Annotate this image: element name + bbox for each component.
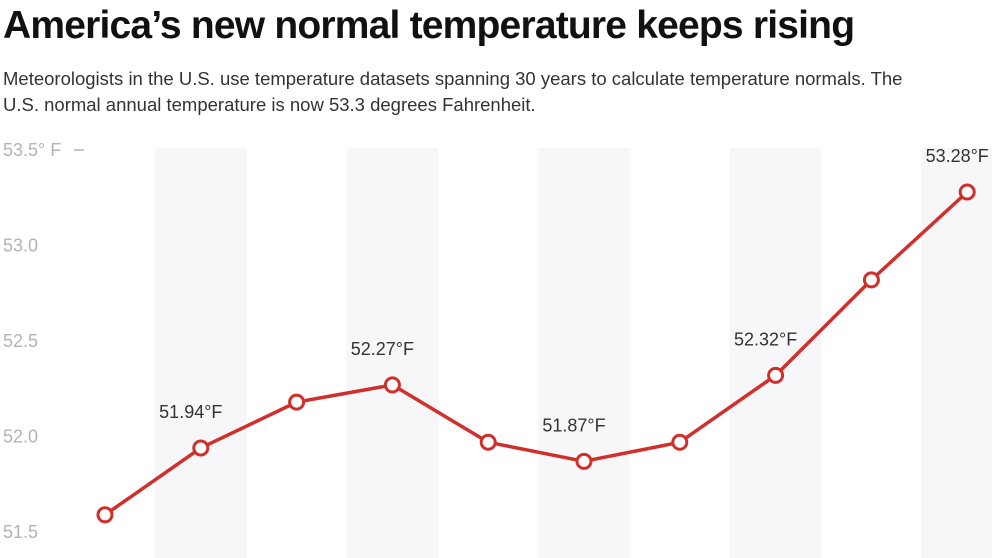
y-axis: 53.5° F 53.0 52.5 52.0 51.5 (3, 140, 84, 542)
data-label: 52.32°F (734, 329, 797, 349)
data-label: 52.27°F (351, 339, 414, 359)
data-points (96, 183, 976, 524)
series-line (103, 190, 969, 517)
chart-title: America’s new normal temperature keeps r… (3, 4, 855, 47)
data-point (288, 393, 306, 411)
data-label: 51.94°F (159, 402, 222, 422)
data-label: 51.87°F (542, 415, 605, 435)
background-band (921, 148, 992, 558)
y-tick-label: 52.0 (3, 427, 38, 447)
data-point (383, 376, 401, 394)
background-bands (154, 148, 992, 558)
data-point (767, 366, 785, 384)
background-band (538, 148, 630, 558)
data-point (96, 506, 114, 524)
data-point (575, 452, 593, 470)
y-tick-label: 52.5 (3, 331, 38, 351)
data-point (479, 433, 497, 451)
data-point (192, 439, 210, 457)
y-tick-label: 53.0 (3, 236, 38, 256)
data-label: 53.28°F (926, 146, 989, 166)
background-band (346, 148, 439, 558)
data-labels: 51.94°F 52.27°F 51.87°F 52.32°F 53.28°F (159, 146, 989, 435)
y-tick-label: 51.5 (3, 522, 38, 542)
data-point (671, 433, 689, 451)
data-point (862, 271, 880, 289)
series-line-group (103, 190, 969, 517)
data-point (958, 183, 976, 201)
background-band (729, 148, 822, 558)
background-band (154, 148, 247, 558)
y-tick-label: 53.5° F (3, 140, 61, 160)
chart-subtitle: Meteorologists in the U.S. use temperatu… (3, 68, 903, 115)
